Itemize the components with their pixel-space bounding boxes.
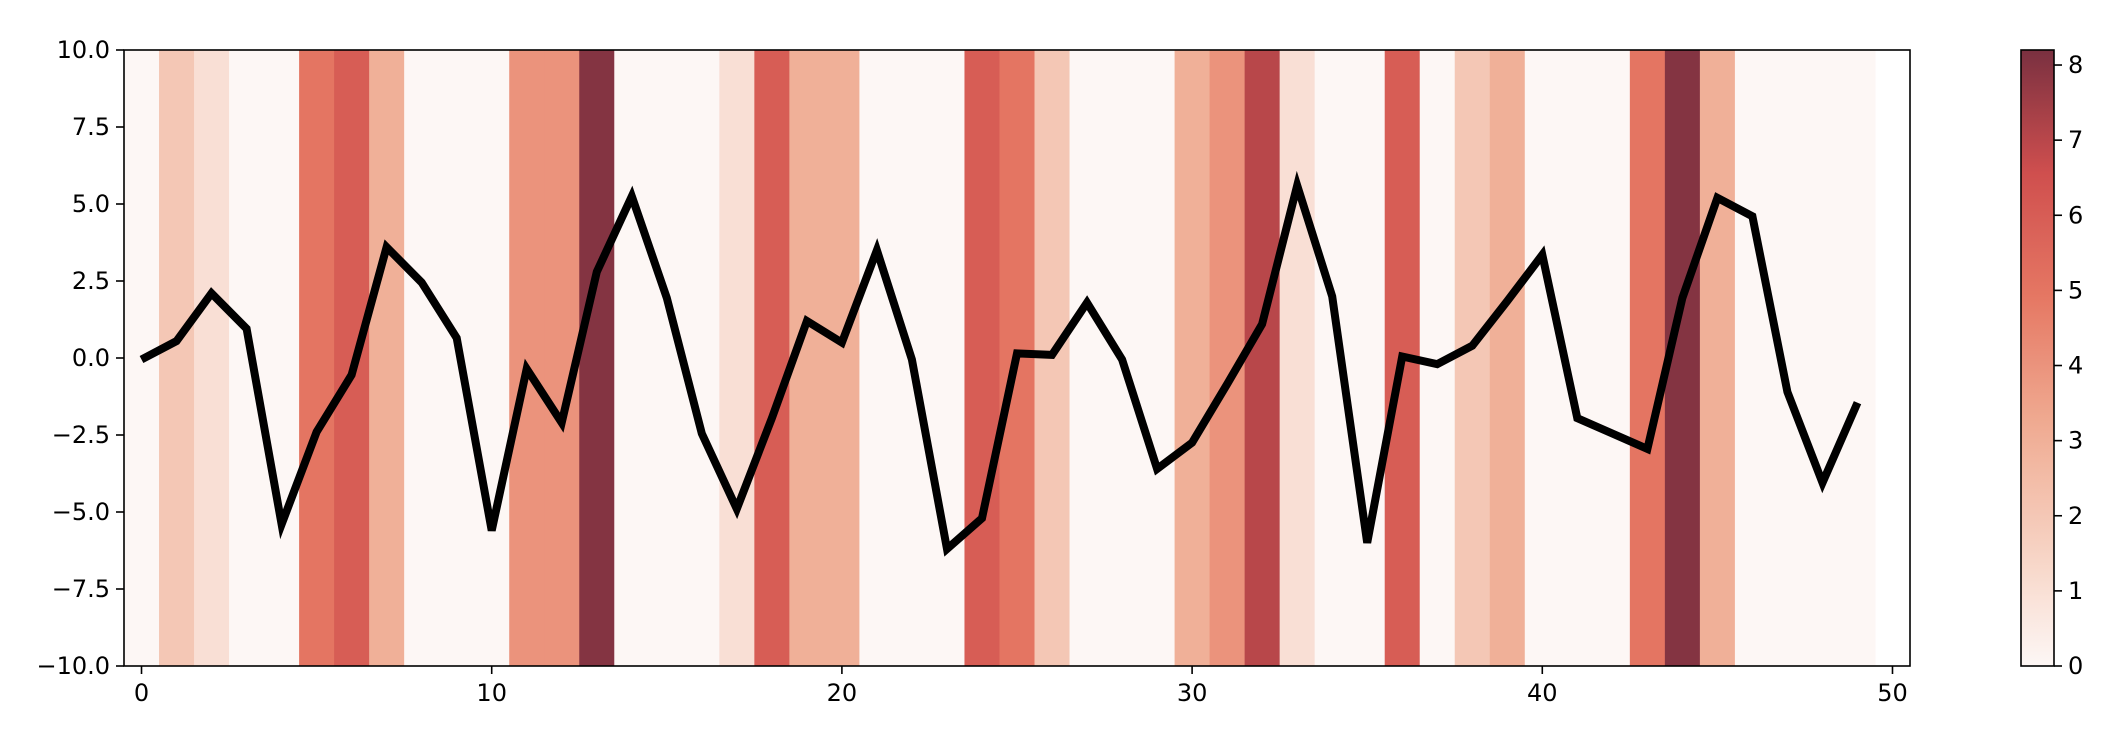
heat-band xyxy=(614,50,650,666)
colorbar-gradient xyxy=(2020,49,2055,667)
colorbar-tick-label: 6 xyxy=(2068,201,2083,229)
x-tick-label: 0 xyxy=(134,679,149,707)
heat-band xyxy=(404,50,440,666)
heat-band xyxy=(509,50,545,666)
colorbar-tick-label: 2 xyxy=(2068,502,2083,530)
heat-band xyxy=(1594,50,1631,666)
heat-band xyxy=(1629,50,1666,666)
heat-band xyxy=(299,50,335,666)
y-tick-label: 7.5 xyxy=(72,113,110,141)
heat-band xyxy=(1524,50,1561,666)
heat-band xyxy=(719,50,755,666)
heat-band xyxy=(964,50,1001,666)
y-tick-label: −10.0 xyxy=(36,652,110,680)
heat-band xyxy=(334,50,370,666)
data-line xyxy=(139,170,1862,557)
heat-band xyxy=(229,50,265,666)
x-tick-label: 20 xyxy=(827,679,858,707)
heat-band xyxy=(824,50,861,666)
colorbar-tick-label: 7 xyxy=(2068,126,2083,154)
heat-band xyxy=(159,50,195,666)
plot-area: 0 10 20 30 40 50 10.0 7.5 5.0 2.5 0.0 −2.5 −5.0 −7.5… xyxy=(36,36,1911,707)
colorbar-tick-label: 0 xyxy=(2068,652,2083,680)
heat-band xyxy=(1769,50,1806,666)
heat-band xyxy=(1139,50,1176,666)
heat-band xyxy=(1734,50,1771,666)
heat-band xyxy=(754,50,790,666)
colorbar-tick-label: 8 xyxy=(2068,51,2083,79)
heat-band xyxy=(684,50,720,666)
y-tick-label: 10.0 xyxy=(57,36,110,64)
heat-band xyxy=(1839,50,1876,666)
y-tick-label: −2.5 xyxy=(52,421,110,449)
series-line xyxy=(139,170,1862,557)
x-tick-label: 50 xyxy=(1877,679,1908,707)
y-tick-label: −5.0 xyxy=(52,498,110,526)
heatmap-bands xyxy=(124,50,1876,666)
colorbar-axis: 0 1 2 3 4 5 6 7 8 xyxy=(2054,51,2083,680)
heat-band xyxy=(369,50,405,666)
y-tick-label: 5.0 xyxy=(72,190,110,218)
heat-band xyxy=(1174,50,1211,666)
heat-band xyxy=(1699,50,1736,666)
heat-band xyxy=(1349,50,1386,666)
heat-band xyxy=(1279,50,1316,666)
x-axis: 0 10 20 30 40 50 xyxy=(134,666,1908,707)
y-tick-label: −7.5 xyxy=(52,575,110,603)
colorbar-tick-label: 5 xyxy=(2068,276,2083,304)
heat-band xyxy=(1069,50,1106,666)
x-tick-label: 30 xyxy=(1177,679,1208,707)
heat-band xyxy=(1804,50,1841,666)
y-axis: 10.0 7.5 5.0 2.5 0.0 −2.5 −5.0 −7.5 −10.0 xyxy=(36,36,124,680)
y-tick-label: 2.5 xyxy=(72,267,110,295)
colorbar: 0 1 2 3 4 5 6 7 8 xyxy=(2020,49,2083,680)
colorbar-tick-label: 3 xyxy=(2068,427,2083,455)
heat-band xyxy=(1244,50,1281,666)
heat-band xyxy=(579,50,615,666)
colorbar-tick-label: 1 xyxy=(2068,577,2083,605)
heat-band xyxy=(264,50,300,666)
heat-band xyxy=(929,50,966,666)
heat-band xyxy=(474,50,510,666)
heat-band xyxy=(1454,50,1491,666)
x-tick-label: 10 xyxy=(476,679,507,707)
heat-band xyxy=(859,50,896,666)
colorbar-tick-label: 4 xyxy=(2068,352,2083,380)
x-tick-label: 40 xyxy=(1527,679,1558,707)
y-tick-label: 0.0 xyxy=(72,344,110,372)
heat-band xyxy=(1489,50,1526,666)
heat-band xyxy=(194,50,230,666)
